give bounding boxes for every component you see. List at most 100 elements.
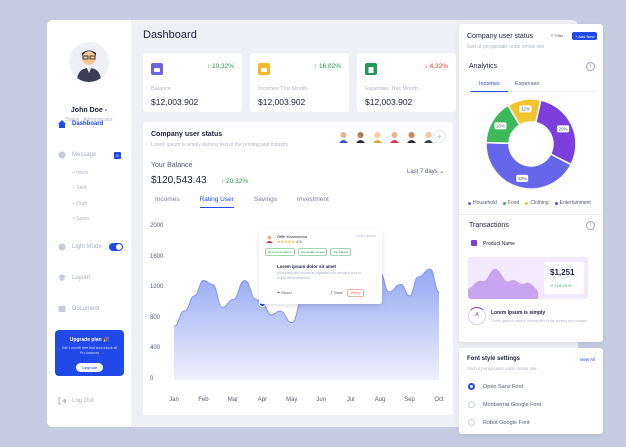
y-tick-label: 1200: [150, 284, 164, 291]
nav-dashboard[interactable]: Dashboard: [58, 120, 103, 128]
analytics-tabs: Incomes Expenses: [471, 81, 597, 92]
report-link[interactable]: ⚑ Report: [277, 291, 292, 295]
tab-investment[interactable]: Investment: [297, 196, 329, 203]
user-face-icon[interactable]: [388, 130, 401, 143]
light-mode-toggle[interactable]: [109, 243, 123, 251]
upgrade-desc: Get 1 month free trial and unlock all Pr…: [61, 346, 118, 355]
slice-label: 12%: [521, 106, 530, 111]
sub-sent[interactable]: • Sent: [73, 185, 87, 191]
reply-button[interactable]: Reply: [347, 289, 364, 297]
stat-change: ↓ 4.32%: [424, 63, 449, 70]
layers-icon: [58, 274, 66, 281]
tag-recommendation[interactable]: Recommendation: [265, 248, 295, 256]
analytics-donut-chart[interactable]: 43% 16% 12% 29%: [459, 24, 603, 214]
transaction-amount: $1,251: [550, 268, 575, 277]
nav-message[interactable]: Message: [58, 151, 96, 159]
info-icon[interactable]: i: [586, 221, 595, 230]
logout-icon: [58, 397, 66, 405]
x-tick-label: Oct: [434, 397, 444, 403]
stat-change-value: 4.32%: [429, 63, 448, 70]
balance-change-value: 20.32%: [226, 178, 249, 185]
item-icon: A: [468, 307, 486, 325]
legend-food: Food: [502, 200, 519, 206]
donut-legend: Household Food Clothing Entertainment: [468, 200, 597, 206]
stat-label: Incomes This Month: [258, 86, 308, 92]
user-face-icon[interactable]: [422, 130, 435, 143]
avatar[interactable]: [69, 42, 109, 82]
x-tick-label: Jul: [346, 397, 355, 403]
sparkline: [468, 268, 538, 299]
nav-message-label: Message: [72, 152, 97, 158]
tag-top-market[interactable]: Top Market: [330, 248, 352, 256]
tab-analytics-expenses[interactable]: Expenses: [515, 81, 540, 87]
radio-robot[interactable]: [468, 419, 475, 426]
nav-logout[interactable]: Log Out: [58, 397, 93, 405]
info-icon[interactable]: i: [586, 62, 595, 71]
sub-inbox[interactable]: • Inbox: [73, 170, 89, 176]
message-icon: [58, 151, 66, 159]
tag-appreciate[interactable]: Appreciate review: [297, 248, 328, 256]
sun-icon: [58, 243, 66, 251]
item-title: Lorem Ipsum is simply: [491, 310, 546, 316]
font-title: Font style settings: [467, 356, 521, 362]
panel-subtitle: Lorem Ipsum is simply dummy text of the …: [151, 142, 289, 148]
user-face-icon[interactable]: [405, 130, 418, 143]
radio-open-sans[interactable]: [468, 383, 475, 390]
sub-spam[interactable]: • Spam: [73, 216, 90, 222]
donut-slice-household[interactable]: [485, 141, 573, 190]
transaction-change-value: +19.24 %: [554, 283, 572, 288]
slice-label: 16%: [496, 123, 505, 128]
chart-tabs: Incomes Rating User Savings Investment: [155, 196, 349, 208]
sub-inbox-label: Inbox: [76, 170, 89, 176]
sub-draft[interactable]: • Draft: [73, 201, 87, 207]
tab-analytics-incomes[interactable]: Incomes: [471, 81, 508, 92]
font-option-label: Open Sans Font: [483, 384, 524, 390]
stat-value: $12,003.902: [151, 97, 199, 107]
receipt-icon: [365, 63, 377, 75]
stat-change: ↑ 16.02%: [313, 63, 341, 70]
tab-rating-user[interactable]: Rating User: [199, 196, 234, 208]
filter-button[interactable]: ≡ Filter: [551, 33, 563, 38]
view-all-link[interactable]: View All: [579, 357, 595, 362]
legend-label: Household: [473, 200, 497, 206]
sub-draft-label: Draft: [76, 201, 87, 207]
item-desc: Lorem Ipsum is simply dummy text of the …: [491, 319, 588, 323]
user-face-icon[interactable]: [371, 130, 384, 143]
user-face-icon[interactable]: [354, 130, 367, 143]
nav-light-mode-label: Light Mode: [72, 244, 102, 250]
period-select[interactable]: Last 7 days ⌄: [407, 168, 444, 175]
y-tick-label: 400: [150, 345, 161, 352]
review-body: Excepteur sint occaecat cupidatat non pr…: [277, 271, 362, 280]
stat-change-value: 10.32%: [211, 63, 234, 70]
donut-slice-entertainment[interactable]: [534, 99, 577, 166]
legend-household: Household: [468, 200, 497, 206]
nav-document-label: Document: [72, 306, 100, 312]
share-link[interactable]: ⤴ Share: [329, 291, 343, 296]
tab-savings[interactable]: Savings: [253, 196, 278, 203]
add-user-button[interactable]: +: [433, 130, 446, 143]
font-option-label: Robot Google Font: [483, 420, 530, 426]
upgrade-button[interactable]: Upgrade: [75, 363, 104, 372]
report-label: Report: [281, 291, 292, 295]
slice-label-bg: [557, 125, 570, 133]
user-face-icon[interactable]: [337, 130, 350, 143]
sub-sent-label: Sent: [76, 185, 87, 191]
review-date: Lorem Ipsum: [355, 234, 376, 238]
card-title: Company user status: [467, 33, 534, 40]
x-tick-label: Apr: [257, 397, 267, 403]
nav-light-mode: Light Mode: [58, 243, 102, 251]
add-new-button[interactable]: + Add New: [572, 32, 598, 40]
radio-montserrat[interactable]: [468, 401, 475, 408]
nav-layout[interactable]: Layout: [58, 274, 90, 282]
y-tick-label: 0: [150, 376, 154, 382]
x-tick-label: Jan: [169, 397, 179, 403]
stat-change: ↑ 10.32%: [206, 63, 234, 70]
y-tick-label: 1600: [150, 253, 164, 260]
transaction-card[interactable]: $1,251 ↗ +19.24 %: [468, 257, 588, 299]
tab-incomes[interactable]: Incomes: [155, 196, 180, 203]
amount-box: $1,251 ↗ +19.24 %: [544, 262, 584, 294]
slice-label: 29%: [559, 126, 568, 131]
x-tick-label: Sep: [404, 397, 415, 403]
slice-label-bg: [519, 105, 532, 113]
nav-document[interactable]: Document: [58, 305, 99, 313]
